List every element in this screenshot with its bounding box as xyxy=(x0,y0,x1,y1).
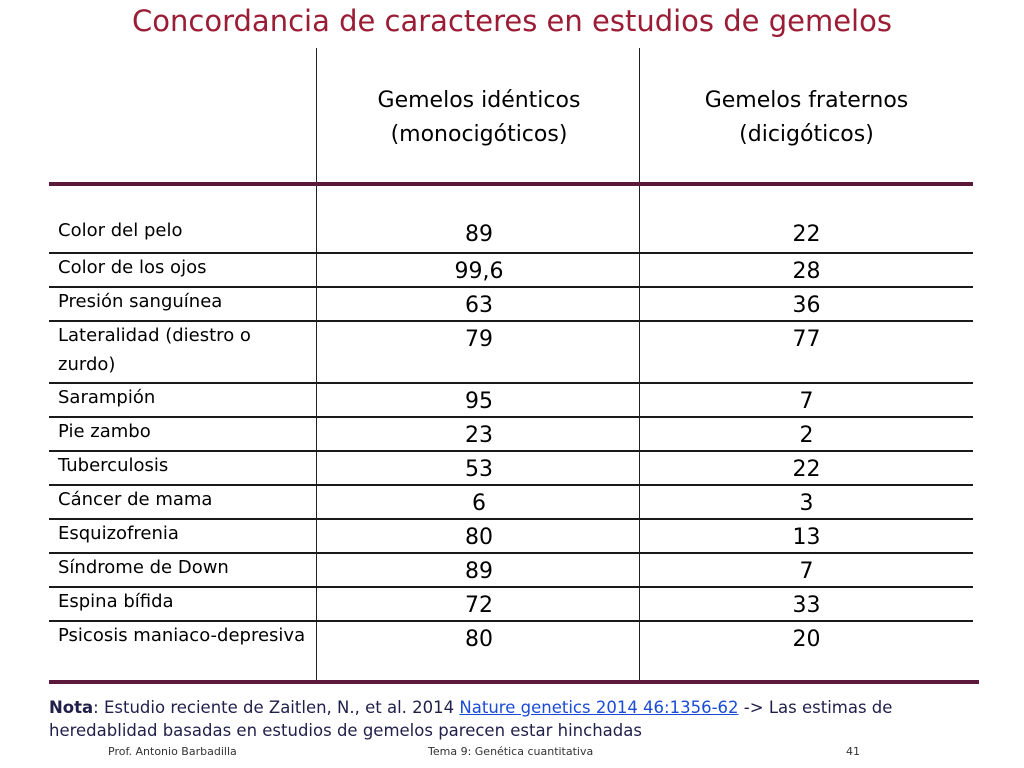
row-label: Psicosis maniaco-depresiva xyxy=(58,625,306,646)
table-bottom-rule xyxy=(49,680,979,684)
header-rule xyxy=(49,182,973,186)
row-label: Esquizofrenia xyxy=(58,523,179,544)
note: Nota: Estudio reciente de Zaitlen, N., e… xyxy=(49,696,979,742)
row-value-di: 77 xyxy=(792,327,821,352)
row-separator xyxy=(49,450,973,452)
note-text-before: : Estudio reciente de Zaitlen, N., et al… xyxy=(93,698,460,717)
note-text-after: -> Las estimas de heredablidad basadas e… xyxy=(49,698,893,740)
row-label: Espina bífida xyxy=(58,591,174,612)
column-divider xyxy=(316,48,317,682)
row-value-di: 7 xyxy=(799,559,814,584)
header-mono-line2: (monocigóticos) xyxy=(390,122,568,147)
note-prefix: Nota xyxy=(49,698,94,717)
header-monozygotic: Gemelos idénticos (monocigóticos) xyxy=(318,84,640,152)
footer-author: Prof. Antonio Barbadilla xyxy=(108,745,237,758)
row-value-mono: 80 xyxy=(465,525,493,550)
row-label: Cáncer de mama xyxy=(58,489,213,510)
row-value-di: 7 xyxy=(799,389,814,414)
row-value-mono: 89 xyxy=(465,222,493,247)
row-separator xyxy=(49,320,973,322)
column-divider xyxy=(639,48,640,682)
row-separator xyxy=(49,252,973,254)
row-label: Color de los ojos xyxy=(58,257,207,278)
row-value-mono: 23 xyxy=(465,423,493,448)
row-label: Pie zambo xyxy=(58,421,151,442)
slide-title: Concordancia de caracteres en estudios d… xyxy=(132,4,892,38)
row-separator xyxy=(49,416,973,418)
row-value-mono: 6 xyxy=(472,491,486,516)
row-value-di: 22 xyxy=(792,222,821,247)
row-value-mono: 63 xyxy=(465,293,493,318)
row-value-mono: 72 xyxy=(465,593,493,618)
row-value-di: 28 xyxy=(792,259,821,284)
row-value-mono: 89 xyxy=(465,559,493,584)
row-separator xyxy=(49,586,973,588)
row-separator xyxy=(49,518,973,520)
row-separator xyxy=(49,382,973,384)
row-label: Síndrome de Down xyxy=(58,557,229,578)
row-label: Lateralidad (diestro o zurdo) xyxy=(58,325,251,375)
row-value-di: 20 xyxy=(792,627,821,652)
note-link[interactable]: Nature genetics 2014 46:1356-62 xyxy=(459,698,739,717)
header-mono-line1: Gemelos idénticos xyxy=(377,88,581,113)
row-label: Tuberculosis xyxy=(58,455,169,476)
row-value-di: 36 xyxy=(792,293,821,318)
footer-page: 41 xyxy=(846,745,860,758)
row-separator xyxy=(49,620,973,622)
row-separator xyxy=(49,286,973,288)
row-value-mono: 99,6 xyxy=(454,259,504,284)
row-value-di: 2 xyxy=(799,423,814,448)
header-di-line1: Gemelos fraternos xyxy=(704,88,909,113)
header-dizygotic: Gemelos fraternos (dicigóticos) xyxy=(640,84,973,152)
row-label: Color del pelo xyxy=(58,220,183,241)
row-separator xyxy=(49,552,973,554)
header-di-line2: (dicigóticos) xyxy=(739,122,874,147)
row-value-mono: 95 xyxy=(465,389,493,414)
row-label: Sarampión xyxy=(58,387,156,408)
row-value-di: 3 xyxy=(799,491,814,516)
row-value-di: 13 xyxy=(792,525,821,550)
row-separator xyxy=(49,484,973,486)
footer-topic: Tema 9: Genética cuantitativa xyxy=(428,745,594,758)
row-label: Presión sanguínea xyxy=(58,291,223,312)
row-value-mono: 53 xyxy=(465,457,493,482)
row-value-di: 22 xyxy=(792,457,821,482)
row-value-mono: 79 xyxy=(465,327,493,352)
row-value-di: 33 xyxy=(792,593,821,618)
row-value-mono: 80 xyxy=(465,627,493,652)
